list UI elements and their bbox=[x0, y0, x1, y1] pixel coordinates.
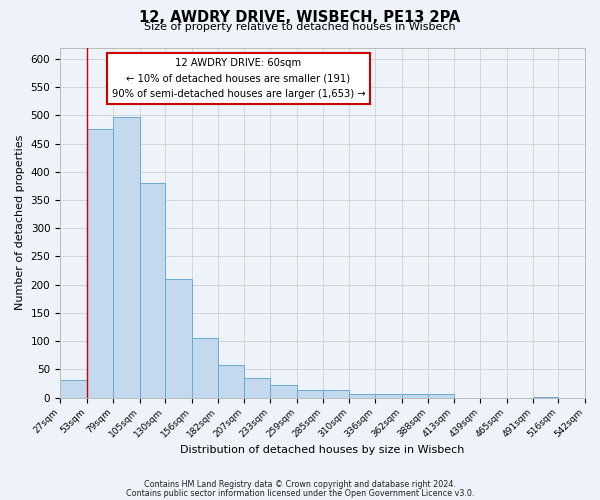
Text: 12 AWDRY DRIVE: 60sqm
← 10% of detached houses are smaller (191)
90% of semi-det: 12 AWDRY DRIVE: 60sqm ← 10% of detached … bbox=[112, 58, 365, 99]
Text: Contains public sector information licensed under the Open Government Licence v3: Contains public sector information licen… bbox=[126, 488, 474, 498]
Bar bbox=[244, 378, 270, 398]
Bar bbox=[140, 183, 165, 398]
Bar bbox=[270, 385, 296, 398]
Bar bbox=[113, 117, 140, 398]
Bar bbox=[323, 390, 349, 398]
Bar bbox=[191, 338, 218, 398]
Text: Contains HM Land Registry data © Crown copyright and database right 2024.: Contains HM Land Registry data © Crown c… bbox=[144, 480, 456, 489]
Bar bbox=[533, 396, 559, 398]
X-axis label: Distribution of detached houses by size in Wisbech: Distribution of detached houses by size … bbox=[181, 445, 465, 455]
Y-axis label: Number of detached properties: Number of detached properties bbox=[15, 135, 25, 310]
Text: 12, AWDRY DRIVE, WISBECH, PE13 2PA: 12, AWDRY DRIVE, WISBECH, PE13 2PA bbox=[139, 10, 461, 25]
Bar bbox=[401, 394, 428, 398]
Bar bbox=[585, 396, 600, 398]
Bar bbox=[349, 394, 375, 398]
Bar bbox=[428, 394, 454, 398]
Bar bbox=[60, 380, 86, 398]
Text: Size of property relative to detached houses in Wisbech: Size of property relative to detached ho… bbox=[144, 22, 456, 32]
Bar bbox=[165, 279, 191, 398]
Bar bbox=[375, 394, 401, 398]
Bar bbox=[218, 366, 244, 398]
Bar bbox=[86, 130, 113, 398]
Bar bbox=[296, 390, 323, 398]
